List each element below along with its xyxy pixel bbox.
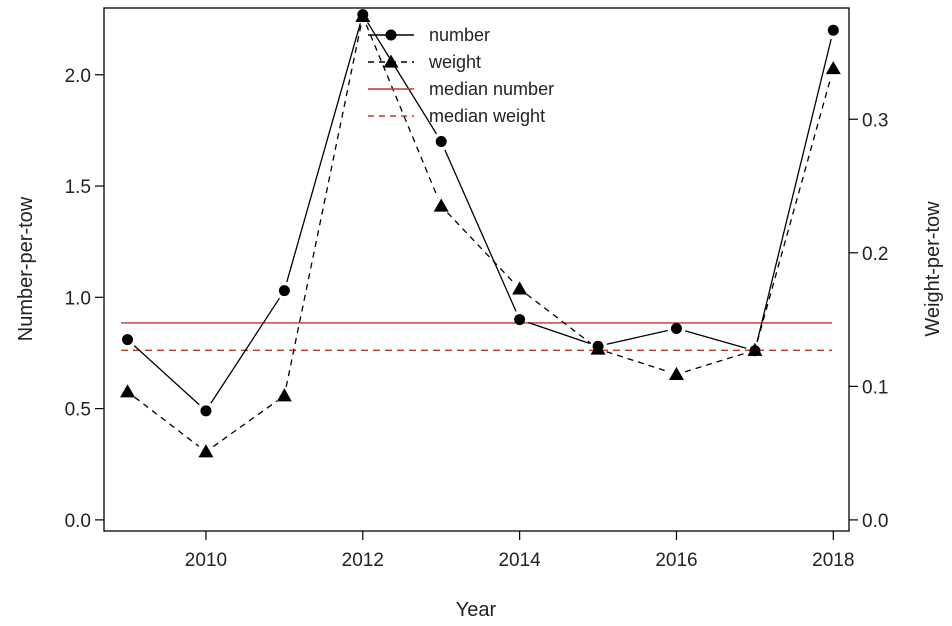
y2-tick-label: 0.3 [862,110,888,131]
plot-frame [103,7,850,532]
weight-point [590,341,606,355]
legend-label: number [429,25,490,45]
number-series [122,9,839,417]
y-tick-label: 1.0 [65,288,91,309]
x-tick-label: 2014 [498,550,541,571]
weight-segment [134,396,200,447]
weight-point [512,281,528,295]
x-axis: 2010 2012 2014 2016 2018 [185,531,854,571]
number-segment [133,345,200,406]
number-segment [606,329,668,345]
series-layer [120,8,841,458]
number-segment [286,23,361,283]
y-tick-label: 2.0 [65,66,91,87]
number-segment [210,297,280,404]
y2-axis-title: Weight-per-tow [922,201,944,337]
x-tick-label: 2018 [812,550,854,571]
legend-label: median weight [429,106,545,126]
y-axis-title: Number-per-tow [15,196,37,341]
number-segment [756,38,832,343]
weight-point [276,388,292,402]
y-tick-label: 1.5 [65,177,91,198]
reference-lines [121,322,832,352]
legend: number weight median number median weight [368,25,554,126]
x-tick-label: 2012 [342,550,384,571]
number-segment [527,321,590,344]
number-point [670,322,682,334]
legend-label: median number [429,79,554,99]
legend-swatch-marker [385,29,397,41]
number-point [122,334,134,346]
y-axis-left: 0.0 0.5 1.0 1.5 2.0 [65,66,104,532]
weight-series [120,8,841,458]
number-point [435,136,447,148]
weight-segment [684,352,747,373]
legend-item-median-number: median number [368,79,554,99]
weight-point [668,366,684,380]
y2-tick-label: 0.2 [862,244,888,265]
weight-segment [446,212,514,283]
weight-point [355,8,371,23]
x-axis-title: Year [456,599,497,621]
weight-segment [756,76,832,342]
number-segment [684,330,747,349]
weight-point [198,444,214,458]
x-tick-label: 2016 [655,550,697,571]
number-segment [444,149,517,312]
weight-segment [526,293,592,345]
number-segment [366,21,438,135]
weight-segment [212,400,278,448]
weight-segment [606,351,669,373]
weight-point [825,61,841,75]
y-tick-label: 0.5 [65,400,91,421]
y-tick-label: 0.0 [65,511,91,532]
number-point [514,314,526,326]
legend-item-weight: weight [368,52,481,72]
y2-tick-label: 0.1 [862,377,888,398]
x-tick-label: 2010 [185,550,227,571]
number-point [278,285,290,297]
weight-segment [285,25,362,388]
weight-segment [365,24,439,198]
number-point [200,405,212,417]
legend-item-median-weight: median weight [368,106,545,126]
number-point [827,24,839,36]
legend-label: weight [428,52,481,72]
weight-point [747,342,763,356]
y-axis-right: 0.0 0.1 0.2 0.3 [849,110,888,532]
weight-point [120,384,136,398]
y2-tick-label: 0.0 [862,511,888,532]
legend-item-number: number [368,25,490,45]
weight-point [433,198,449,212]
legend-swatch-marker [383,54,399,68]
